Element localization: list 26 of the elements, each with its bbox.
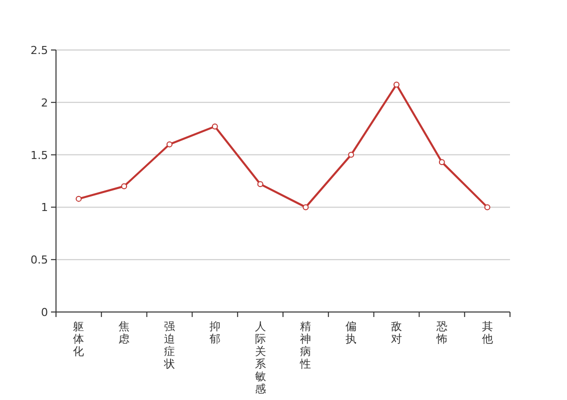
x-tick-label: 人际关系敏感 xyxy=(254,320,266,396)
y-tick-label: 2 xyxy=(41,96,48,110)
x-tick-label: 抑郁 xyxy=(209,320,220,346)
x-tick-label: 强迫症状 xyxy=(163,320,175,370)
y-tick-label: 1 xyxy=(41,201,48,214)
point xyxy=(438,159,445,166)
point xyxy=(76,196,82,202)
y-tick-label: 0 xyxy=(41,306,48,319)
x-tick-label: 偏执 xyxy=(346,320,357,346)
x-tick-label: 精神病性 xyxy=(299,320,312,370)
x-tick-label: 其他 xyxy=(482,320,493,346)
y-tick-label: 1.5 xyxy=(30,148,48,162)
x-tick-label: 焦虑 xyxy=(118,320,130,346)
point xyxy=(348,152,354,158)
x-tick-label: 恐怖 xyxy=(435,320,448,346)
y-tick-label: 2.5 xyxy=(30,44,48,57)
point xyxy=(394,82,400,88)
point xyxy=(166,141,172,148)
y-tick-label: 0.5 xyxy=(30,254,48,267)
point xyxy=(257,181,264,188)
point xyxy=(212,124,218,130)
x-tick-label: 敌对 xyxy=(391,320,402,346)
point xyxy=(121,183,128,190)
x-tick-label: 躯体化 xyxy=(73,320,84,358)
point xyxy=(484,204,490,210)
point xyxy=(302,204,309,210)
